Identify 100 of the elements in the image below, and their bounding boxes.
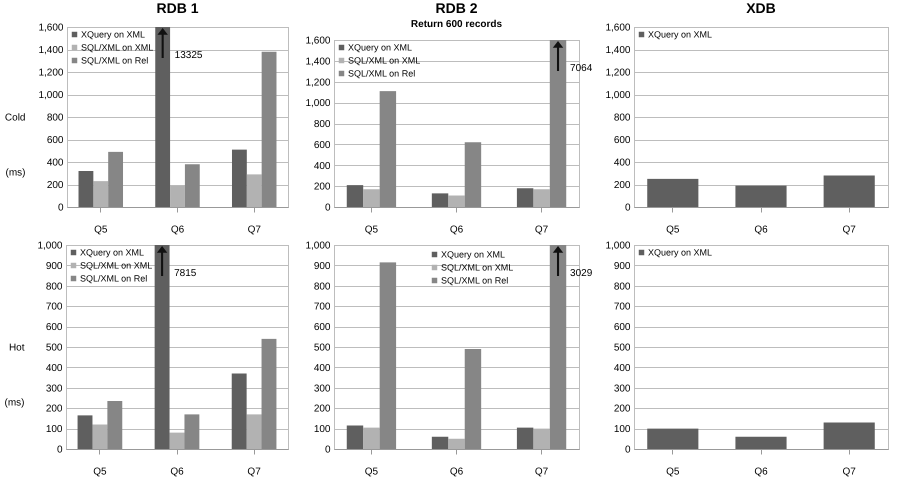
bar <box>155 27 170 207</box>
y-tick-label: 400 <box>314 160 331 172</box>
chart-title: RDB 1 <box>156 0 199 16</box>
legend-label: SQL/XML on XML <box>80 260 152 270</box>
y-tick-label: 1,600 <box>305 36 331 46</box>
y-tick-label: 200 <box>314 404 331 415</box>
bar <box>550 245 566 449</box>
y-tick-label: 100 <box>46 424 63 436</box>
bar <box>107 401 122 449</box>
bar <box>232 150 247 207</box>
y-tick-label: 400 <box>314 362 331 374</box>
bar <box>232 374 247 449</box>
y-tick-label: 400 <box>46 158 64 168</box>
y-tick-label: 1,000 <box>305 240 331 252</box>
bar <box>824 422 875 449</box>
y-tick-label: 1,000 <box>605 240 631 252</box>
y-tick-label: 200 <box>46 404 63 415</box>
bar <box>108 152 124 207</box>
legend-label: XQuery on XML <box>80 248 144 258</box>
y-tick-label: 1,400 <box>38 45 64 56</box>
annotation: 13325 <box>174 50 203 61</box>
x-tick-label: Q5 <box>666 466 680 478</box>
bar <box>647 428 698 449</box>
bar <box>533 428 550 449</box>
x-tick-label: Q7 <box>247 466 262 478</box>
bar <box>346 426 364 449</box>
bar <box>824 176 875 207</box>
text: Hot (ms) <box>4 342 24 408</box>
y-tick-label: 700 <box>314 302 331 313</box>
y-tick-label: 500 <box>314 342 331 354</box>
y-tick-label: 1,200 <box>38 68 64 78</box>
legend-label: SQL/XML on Rel <box>441 276 508 286</box>
y-tick-label: 800 <box>46 281 63 292</box>
bar <box>432 436 448 449</box>
y-tick-label: 800 <box>314 119 331 130</box>
y-tick-label: 0 <box>324 444 331 456</box>
bar <box>363 189 380 207</box>
y-tick-label: 1,000 <box>38 90 64 101</box>
bar <box>464 142 482 207</box>
y-tick-label: 0 <box>56 444 63 456</box>
y-tick-label: 600 <box>46 135 64 146</box>
legend-label: SQL/XML on XML <box>348 56 420 66</box>
chart-subtitle: Return 600 records <box>410 19 503 30</box>
bar <box>380 262 396 449</box>
x-tick-label: Q7 <box>842 466 856 478</box>
bar <box>735 186 787 207</box>
y-tick-label: 400 <box>614 362 631 374</box>
bar <box>78 171 94 207</box>
y-tick-label: 600 <box>614 322 631 334</box>
y-tick-label: 300 <box>46 383 63 394</box>
x-tick-label: Q7 <box>248 224 262 236</box>
y-tick-label: 600 <box>314 140 331 151</box>
legend-label: XQuery on XML <box>81 30 146 40</box>
y-tick-label: 800 <box>46 112 64 124</box>
annotation: 7064 <box>570 63 593 74</box>
legend-label: XQuery on XML <box>648 248 712 258</box>
bar <box>647 178 698 207</box>
bar <box>380 91 396 207</box>
legend-label: SQL/XML on Rel <box>81 56 148 66</box>
bar <box>516 428 534 449</box>
bar <box>184 414 200 449</box>
x-tick-label: Q6 <box>754 466 768 478</box>
bar <box>170 432 184 449</box>
legend-label: XQuery on XML <box>648 30 712 40</box>
y-tick-label: 800 <box>314 281 331 292</box>
y-tick-label: 300 <box>614 383 631 394</box>
bar <box>246 414 262 449</box>
annotation: 3029 <box>570 268 593 279</box>
x-tick-label: Q6 <box>170 466 184 478</box>
bar <box>262 338 276 449</box>
bar <box>246 174 262 207</box>
y-tick-label: 400 <box>46 362 63 374</box>
bar <box>346 185 364 207</box>
y-tick-label: 1,400 <box>605 45 631 56</box>
x-tick-label: Q6 <box>170 224 185 236</box>
y-tick-label: 600 <box>46 322 63 334</box>
y-tick-label: 500 <box>614 342 631 354</box>
x-tick-label: Q6 <box>754 224 768 236</box>
y-tick-label: 1,000 <box>605 90 631 101</box>
legend-label: XQuery on XML <box>441 250 506 260</box>
text: Cold (ms) <box>4 112 26 178</box>
bar <box>464 349 482 449</box>
legend-label: SQL/XML on Rel <box>348 68 416 78</box>
legend-label: SQL/XML on Rel <box>80 274 148 284</box>
legend-label: SQL/XML on XML <box>81 42 154 52</box>
x-tick-label: Q5 <box>94 224 108 236</box>
y-tick-label: 200 <box>46 180 64 191</box>
y-tick-label: 700 <box>614 302 631 313</box>
x-tick-label: Q7 <box>842 224 856 236</box>
y-tick-label: 0 <box>624 202 631 214</box>
bar <box>262 52 276 207</box>
chart-title: XDB <box>746 0 776 16</box>
bar <box>78 415 92 449</box>
y-tick-label: 1,600 <box>605 22 631 34</box>
bar <box>735 436 787 449</box>
x-tick-label: Q5 <box>666 224 680 236</box>
y-tick-label: 600 <box>614 135 631 146</box>
y-tick-label: 200 <box>314 182 331 193</box>
y-tick-label: 800 <box>614 112 631 124</box>
bar <box>93 181 108 207</box>
